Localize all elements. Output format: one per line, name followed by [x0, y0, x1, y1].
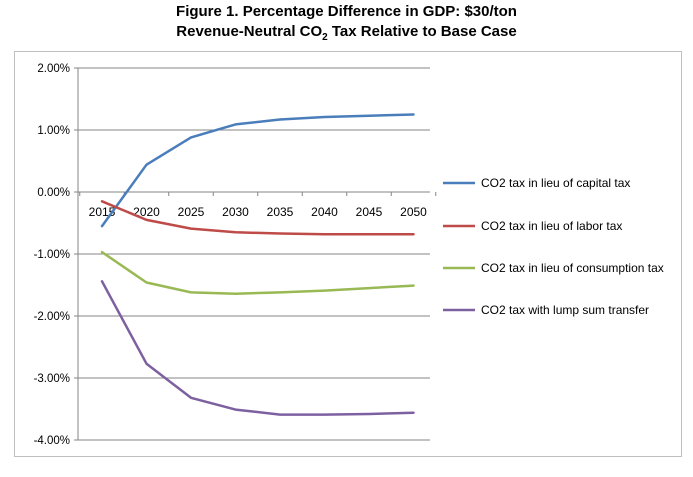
- chart-title-line-2-suffix: Tax Relative to Base Case: [327, 23, 517, 40]
- x-axis: 2015 2020 2025 2030 2035 2040 2045 2050: [79, 192, 437, 219]
- chart-title-line-1: Figure 1. Percentage Difference in GDP: …: [176, 3, 517, 20]
- legend-label-3: CO2 tax in lieu of consumption tax: [481, 261, 664, 275]
- chart-title: Figure 1. Percentage Difference in GDP: …: [0, 2, 693, 43]
- legend-label-line: CO2 tax in lieu of capital tax: [481, 176, 630, 190]
- y-tick-label: -1.00%: [34, 249, 70, 261]
- y-axis: 2.00% 1.00% 0.00% -1.00% -2.00% -3.00% -4.00%: [34, 63, 79, 447]
- x-tick-label: 2035: [267, 205, 294, 219]
- x-tick-label: 2030: [222, 205, 249, 219]
- chart-title-line-2-prefix: Revenue-Neutral CO: [176, 23, 323, 40]
- y-tick-label: 0.00%: [37, 187, 70, 199]
- x-tick-label: 2040: [311, 205, 338, 219]
- y-tick-label: 1.00%: [37, 125, 70, 137]
- series-lines: [100, 113, 415, 416]
- legend-label-1: CO2 tax in lieu of capital tax: [481, 176, 630, 190]
- legend: CO2 tax in lieu of capital tax CO2 tax in…: [443, 176, 664, 317]
- legend-label-4: CO2 tax with lump sum transfer: [481, 303, 649, 317]
- chart-svg: 2.00%1.00%0.00%-1.00%-2.00%-3.00%-4.00% …: [34, 63, 664, 447]
- chart-title-subscript: 2: [322, 32, 328, 43]
- y-tick-label: -3.00%: [34, 373, 70, 385]
- legend-label-line: CO2 tax in lieu of labor tax: [481, 219, 622, 233]
- series-line-1: [100, 113, 415, 228]
- y-tick-label: 2.00%: [37, 63, 70, 75]
- series-line-2: [100, 200, 415, 236]
- chart-frame: 2.00% 1.00% 0.00% -1.00% -2.00% -3.00% -4.00% …: [14, 51, 682, 457]
- y-tick-label: -2.00%: [34, 311, 70, 323]
- x-tick-label: 2020: [133, 205, 160, 219]
- legend-label-2: CO2 tax in lieu of labor tax: [481, 219, 622, 233]
- chart-title-line-2: Revenue-Neutral CO2 Tax Relative to Base…: [0, 22, 693, 43]
- x-tick-label: 2025: [178, 205, 205, 219]
- y-tick-label: -4.00%: [34, 435, 70, 447]
- legend-label-line: CO2 tax with lump sum transfer: [481, 303, 649, 317]
- series-line-3: [100, 250, 415, 295]
- gridlines: [78, 67, 430, 441]
- x-tick-label: 2050: [400, 205, 427, 219]
- series-line-4: [100, 280, 415, 416]
- legend-label-line: CO2 tax in lieu of consumption tax: [481, 261, 664, 275]
- x-tick-label: 2045: [356, 205, 383, 219]
